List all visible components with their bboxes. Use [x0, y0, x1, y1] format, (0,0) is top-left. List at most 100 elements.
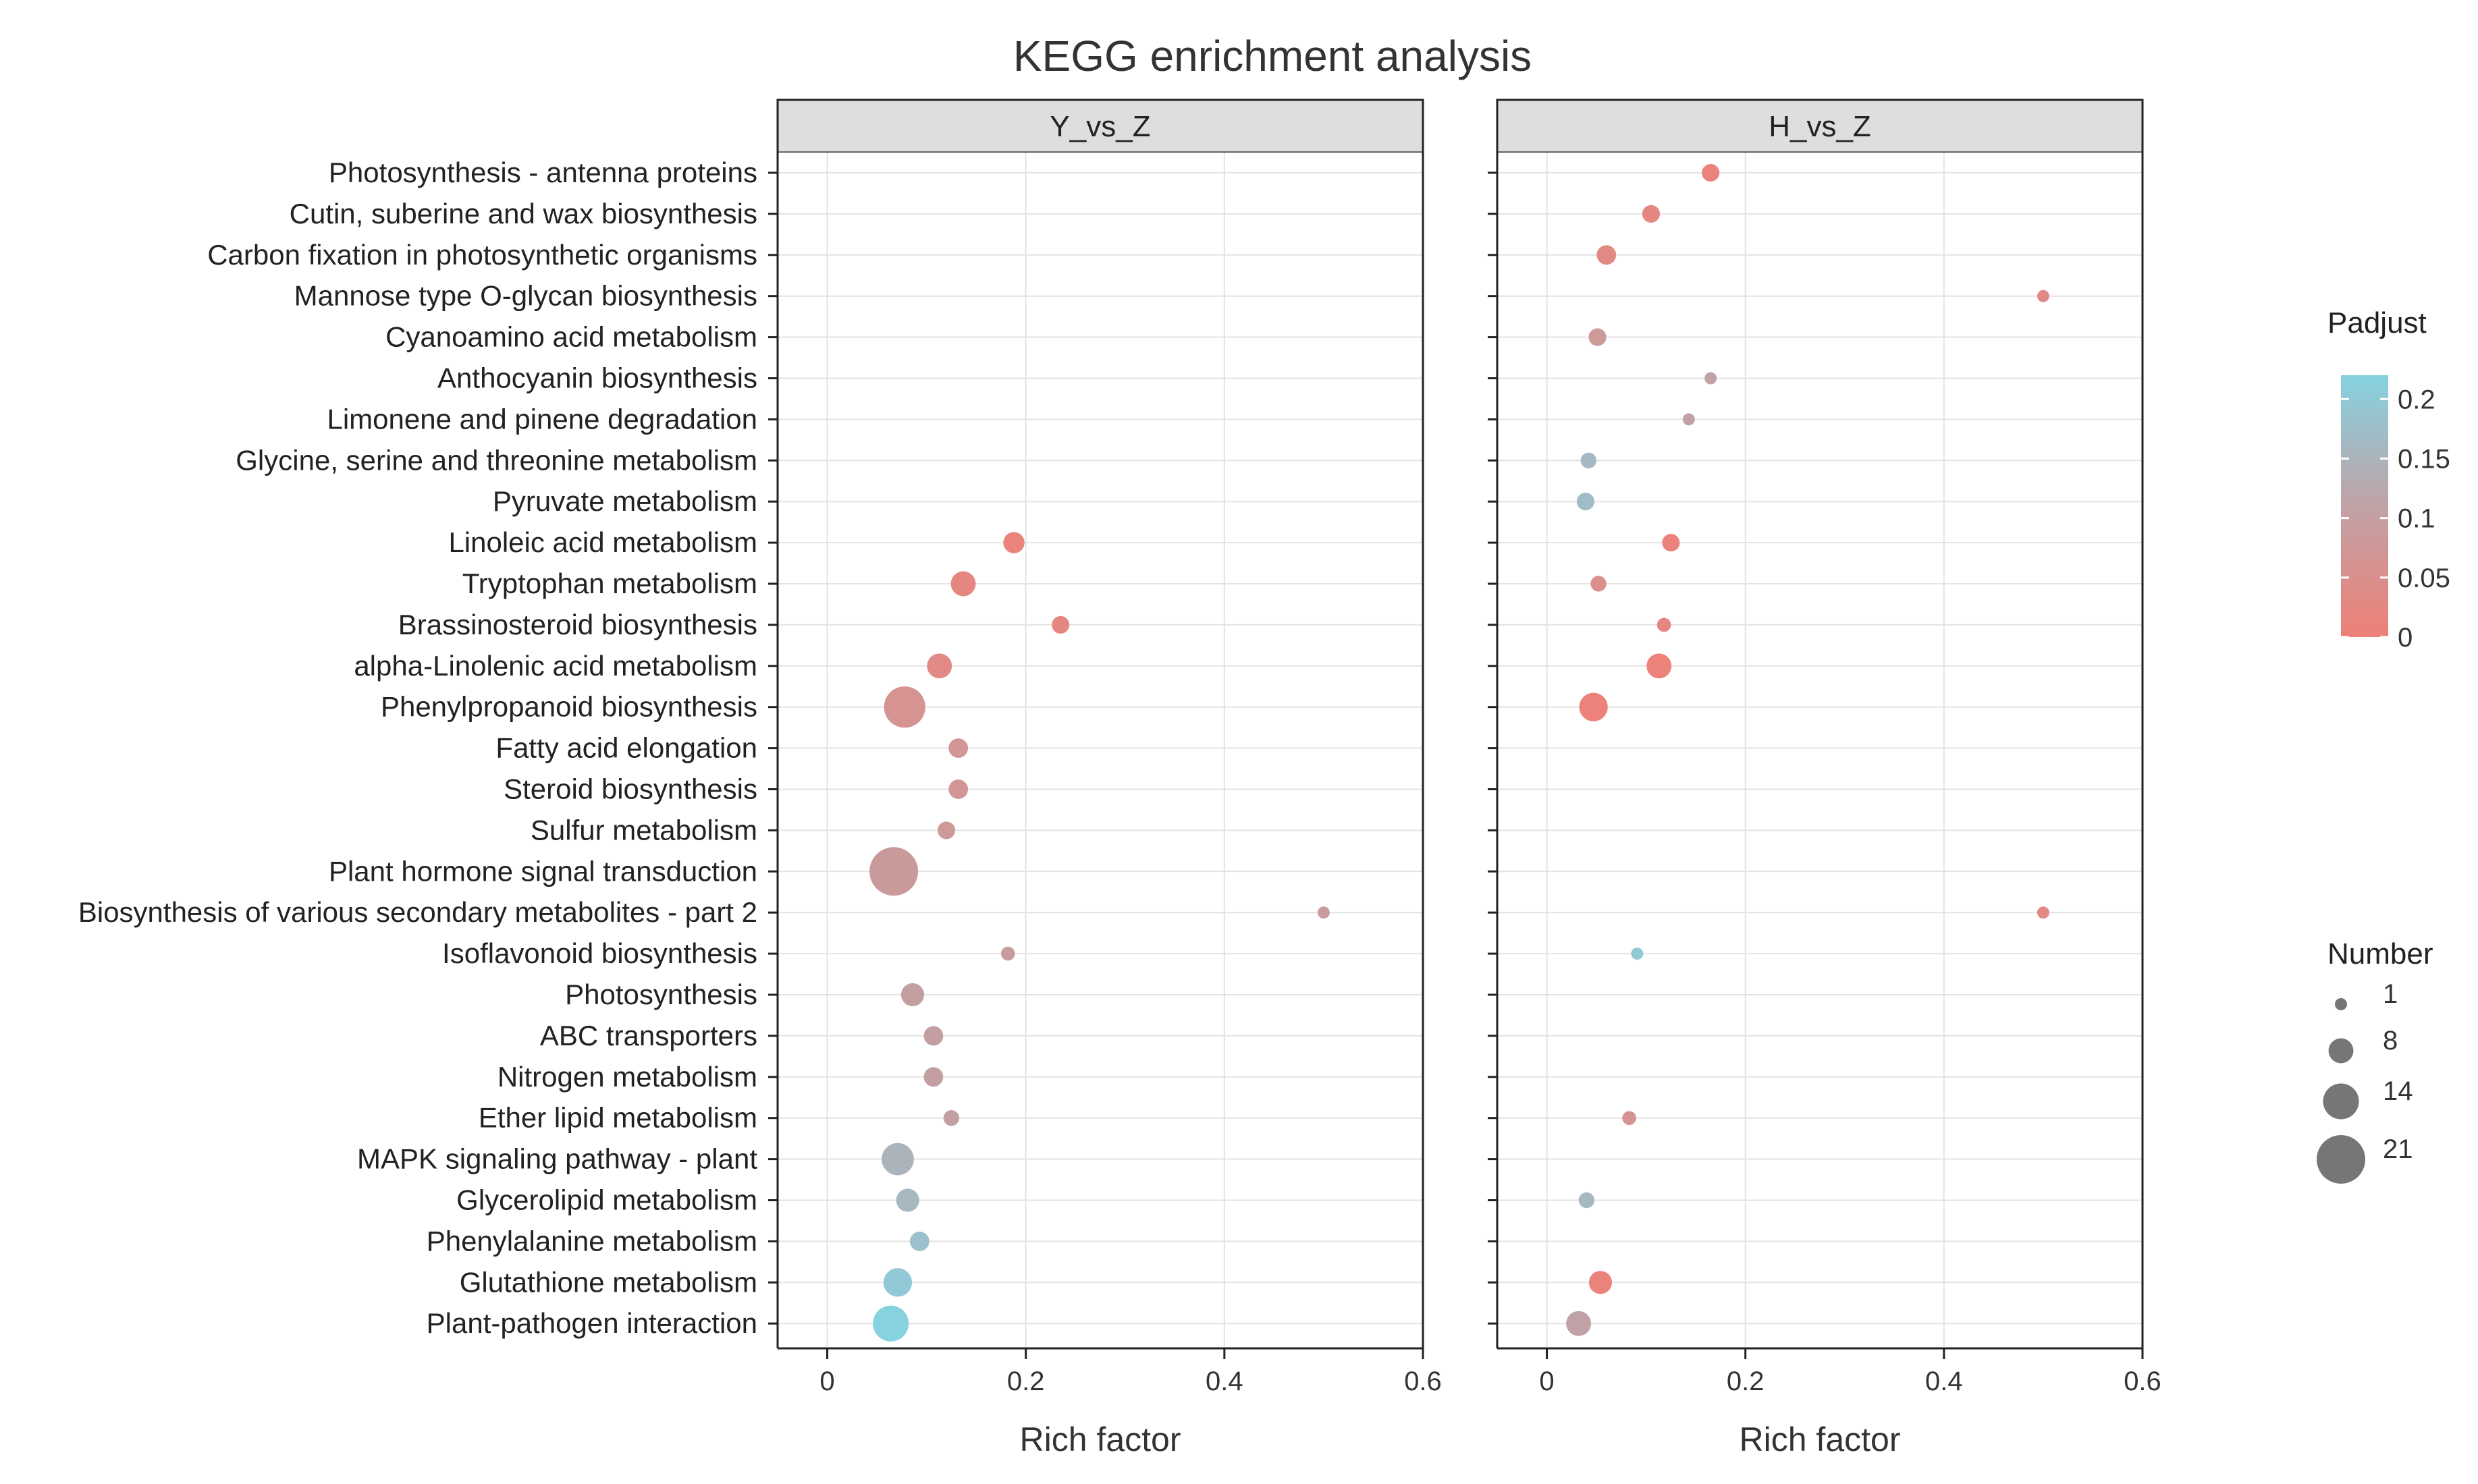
- point-isoflavonoid-biosynthesis: [1631, 947, 1644, 960]
- point-alpha-linolenic-acid-metabolism: [1646, 653, 1672, 679]
- category-label: Plant hormone signal transduction: [329, 855, 757, 887]
- category-label: Phenylpropanoid biosynthesis: [381, 691, 757, 723]
- point-plant-pathogen-interaction: [1566, 1311, 1592, 1336]
- point-fatty-acid-elongation: [948, 738, 969, 758]
- data-points: [1566, 163, 2049, 1336]
- strip-label: Y_vs_Z: [1050, 110, 1150, 143]
- point-sulfur-metabolism: [937, 821, 956, 840]
- point-biosynthesis-of-various-secondary-metabolites-part-2: [2037, 906, 2049, 919]
- point-pyruvate-metabolism: [1576, 493, 1594, 511]
- category-label: Glutathione metabolism: [460, 1266, 757, 1298]
- point-carbon-fixation-in-photosynthetic-organisms: [1596, 245, 1617, 265]
- legend: Padjust 0.2 0.15 0.1 0.05 0 Number 1 8 14 21: [2317, 306, 2450, 1184]
- chart-title: KEGG enrichment analysis: [1013, 32, 1532, 80]
- color-bar: [2341, 375, 2388, 637]
- category-label: Isoflavonoid biosynthesis: [442, 937, 757, 969]
- x-tick-label: 0.4: [1206, 1367, 1243, 1396]
- point-mapk-signaling-pathway-plant: [882, 1143, 914, 1176]
- point-plant-hormone-signal-transduction: [869, 847, 919, 896]
- size-legend-circle: [2317, 1135, 2365, 1184]
- point-photosynthesis: [900, 983, 925, 1007]
- point-abc-transporters: [923, 1026, 944, 1046]
- color-legend: Padjust 0.2 0.15 0.1 0.05 0: [2327, 306, 2450, 653]
- point-linoleic-acid-metabolism: [1003, 532, 1025, 553]
- category-label: alpha-Linolenic acid metabolism: [354, 650, 757, 682]
- point-cutin-suberine-and-wax-biosynthesis: [1642, 204, 1661, 223]
- point-nitrogen-metabolism: [923, 1067, 944, 1087]
- point-steroid-biosynthesis: [948, 779, 969, 799]
- size-legend-label: 1: [2383, 979, 2398, 1009]
- category-label: Cutin, suberine and wax biosynthesis: [290, 198, 757, 229]
- category-label: Nitrogen metabolism: [497, 1061, 757, 1093]
- point-brassinosteroid-biosynthesis: [1657, 617, 1671, 632]
- category-label: Photosynthesis: [565, 979, 757, 1010]
- point-ether-lipid-metabolism: [1622, 1111, 1636, 1126]
- category-label: Pyruvate metabolism: [493, 485, 757, 517]
- point-glutathione-metabolism: [883, 1268, 913, 1297]
- x-tick-label: 0.4: [1925, 1367, 1963, 1396]
- point-alpha-linolenic-acid-metabolism: [927, 653, 952, 679]
- category-label: Carbon fixation in photosynthetic organi…: [207, 239, 757, 271]
- point-biosynthesis-of-various-secondary-metabolites-part-2: [1317, 906, 1330, 919]
- color-legend-label: 0.05: [2398, 564, 2450, 593]
- point-phenylpropanoid-biosynthesis: [884, 686, 925, 728]
- size-legend: Number 1 8 14 21: [2317, 937, 2433, 1184]
- point-cyanoamino-acid-metabolism: [1588, 328, 1607, 346]
- category-label: Tryptophan metabolism: [462, 568, 757, 599]
- x-axis-title: Rich factor: [1740, 1421, 1901, 1458]
- category-label: ABC transporters: [540, 1020, 757, 1051]
- point-photosynthesis-antenna-proteins: [1702, 163, 1720, 182]
- category-label: Limonene and pinene degradation: [327, 403, 757, 435]
- x-axis-title: Rich factor: [1020, 1421, 1181, 1458]
- size-legend-circle: [2323, 1083, 2359, 1120]
- category-label: Glycerolipid metabolism: [456, 1184, 757, 1216]
- category-label: Ether lipid metabolism: [479, 1102, 757, 1134]
- category-label: MAPK signaling pathway - plant: [357, 1143, 757, 1175]
- data-points: [869, 532, 1330, 1342]
- color-legend-title: Padjust: [2327, 306, 2427, 339]
- point-anthocyanin-biosynthesis: [1704, 372, 1717, 385]
- panel-y-vs-z: Y_vs_Z 0 0.2 0.4 0.6 Rich factor: [768, 99, 1442, 1458]
- point-mannose-type-o-glycan-biosynthesis: [2037, 290, 2049, 302]
- category-label: Brassinosteroid biosynthesis: [398, 609, 757, 640]
- plot-background: [1497, 153, 2143, 1348]
- size-legend-label: 14: [2383, 1076, 2413, 1106]
- size-legend-title: Number: [2327, 937, 2433, 970]
- x-tick-label: 0.2: [1727, 1367, 1765, 1396]
- category-label: Anthocyanin biosynthesis: [437, 362, 757, 394]
- category-label: Sulfur metabolism: [531, 814, 757, 846]
- point-tryptophan-metabolism: [950, 571, 976, 597]
- point-glutathione-metabolism: [1588, 1271, 1613, 1294]
- point-phenylalanine-metabolism: [909, 1232, 930, 1251]
- point-glycerolipid-metabolism: [1578, 1192, 1595, 1209]
- color-legend-label: 0.1: [2398, 504, 2435, 534]
- point-ether-lipid-metabolism: [943, 1110, 960, 1126]
- x-tick-label: 0: [819, 1367, 834, 1396]
- x-tick-label: 0: [1539, 1367, 1554, 1396]
- strip-label: H_vs_Z: [1769, 110, 1871, 143]
- x-tick-label: 0.6: [1404, 1367, 1442, 1396]
- size-legend-circle: [2328, 1038, 2354, 1064]
- point-plant-pathogen-interaction: [873, 1305, 909, 1342]
- color-legend-label: 0: [2398, 623, 2413, 653]
- x-tick-label: 0.6: [2124, 1367, 2161, 1396]
- point-glycerolipid-metabolism: [896, 1188, 919, 1212]
- point-brassinosteroid-biosynthesis: [1052, 615, 1070, 634]
- plot-background: [778, 153, 1423, 1348]
- point-linoleic-acid-metabolism: [1662, 534, 1680, 552]
- x-tick-label: 0.2: [1007, 1367, 1045, 1396]
- category-label: Steroid biosynthesis: [504, 773, 757, 805]
- size-legend-label: 8: [2383, 1026, 2398, 1055]
- category-label: Photosynthesis - antenna proteins: [329, 157, 757, 188]
- panel-h-vs-z: H_vs_Z 0 0.2 0.4 0.6 Rich factor: [1488, 99, 2161, 1458]
- color-legend-label: 0.2: [2398, 385, 2435, 414]
- category-labels: Photosynthesis - antenna proteins Cutin, …: [78, 157, 757, 1339]
- category-label: Plant-pathogen interaction: [427, 1307, 757, 1339]
- point-isoflavonoid-biosynthesis: [1000, 946, 1015, 961]
- point-limonene-and-pinene-degradation: [1682, 413, 1695, 426]
- point-glycine-serine-and-threonine-metabolism: [1580, 452, 1597, 468]
- category-label: Linoleic acid metabolism: [448, 526, 757, 558]
- point-tryptophan-metabolism: [1590, 576, 1607, 592]
- category-label: Biosynthesis of various secondary metabo…: [78, 896, 757, 928]
